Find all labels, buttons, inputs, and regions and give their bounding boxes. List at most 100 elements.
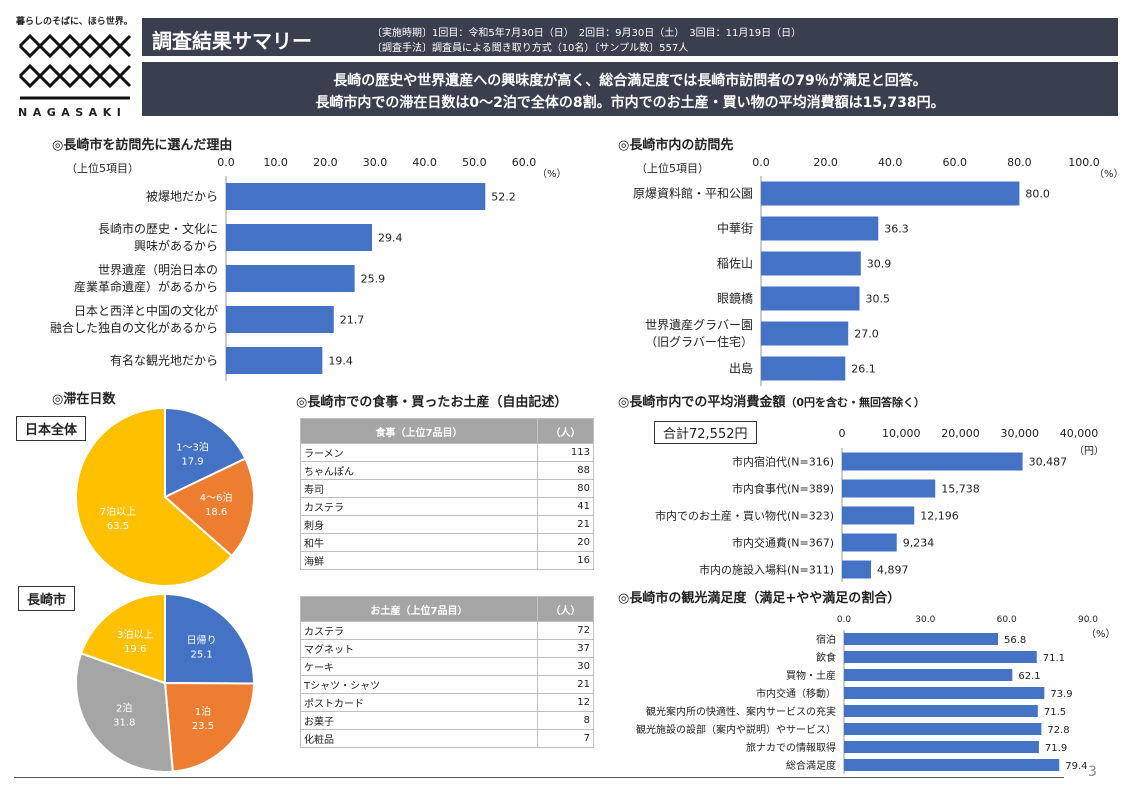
visits-bar: [761, 181, 1020, 206]
souvenir-count: 8: [537, 711, 594, 730]
souvenir-row: Tシャツ・シャツ 21: [300, 675, 594, 694]
stay-nagasaki-slice: [163, 681, 256, 773]
satisfaction-bar: [844, 687, 1045, 699]
visits-value-label: 80.0: [1025, 188, 1050, 201]
stay-nagasaki-slice-value: 19.6: [124, 644, 146, 655]
reasons-bar: [226, 265, 355, 292]
souvenir-row: お菓子 8: [300, 711, 594, 730]
satisfaction-bar: [844, 759, 1060, 771]
spend-tick-label: 30,000: [1001, 427, 1040, 440]
food-item: 刺身: [300, 515, 538, 534]
food-count: 113: [537, 443, 594, 462]
reasons-tick-label: 20.0: [313, 156, 338, 169]
souvenir-row: マグネット 37: [300, 639, 594, 658]
souvenir-row: ケーキ 30: [300, 657, 594, 676]
reasons-tick-label: 10.0: [263, 156, 288, 169]
souvenir-table-header: お土産（上位7品目）: [300, 596, 538, 622]
food-item: ちゃんぽん: [300, 461, 538, 480]
satisfaction-value-label: 56.8: [1004, 635, 1026, 646]
reasons-title: ◎長崎市を訪問先に選んだ理由: [52, 138, 233, 153]
food-count: 21: [537, 515, 594, 534]
stay-nagasaki-slice-name: 1泊: [195, 706, 211, 718]
footer-divider: [14, 777, 1064, 778]
satisfaction-bar: [844, 723, 1042, 735]
spend-bar: [842, 479, 936, 498]
food-table: 食事（上位7品目） （人） ラーメン 113 ちゃんぽん 88 寿司 80 カステラ 41 刺身…: [300, 418, 594, 570]
spend-tick-label: 0: [839, 427, 846, 440]
spend-value-label: 15,738: [941, 483, 980, 496]
visits-tick-label: 100.0: [1068, 156, 1100, 169]
souvenir-item: カステラ: [300, 621, 538, 640]
souvenir-count: 30: [537, 657, 594, 676]
souvenir-table: お土産（上位7品目） （人） カステラ 72 マグネット 37 ケーキ 30 Tシャツ・シャ…: [300, 596, 594, 748]
visits-category-label: 中華街: [717, 221, 753, 236]
satisfaction-category-label: 観光案内所の快適性、案内サービスの充実: [646, 705, 836, 718]
visits-category-label: 原爆資料館・平和公園: [633, 186, 753, 201]
stay-nagasaki-slice: [75, 652, 174, 773]
page-number: 3: [1088, 764, 1097, 780]
stay-nagasaki-slice: [79, 592, 166, 685]
reasons-category-label: 被爆地だから: [146, 190, 218, 204]
visits-category-label: （旧グラバー住宅）: [645, 334, 753, 349]
reasons-tick-label: 30.0: [363, 156, 388, 169]
stay-nagasaki-slice-value: 25.1: [190, 650, 212, 661]
stay-japan-slice-name: 1～3泊: [176, 441, 209, 453]
visits-tick-label: 40.0: [878, 156, 903, 169]
spend-bar: [842, 533, 897, 552]
satisfaction-bar-chart: 0.0 30.0 60.0 90.0 56.8 宿泊 71.1 飲食 62.1 買物・土産 73.9…: [636, 615, 1098, 774]
summary-line-1: 長崎の歴史や世界遺産への興味度が高く、総合満足度では長崎市訪問者の79％が満足と…: [333, 73, 927, 89]
reasons-value-label: 21.7: [340, 314, 365, 327]
souvenir-row: カステラ 72: [300, 621, 594, 640]
summary-bar: [142, 62, 1118, 116]
spend-value-label: 4,897: [877, 564, 909, 577]
reasons-value-label: 25.9: [361, 273, 386, 286]
reasons-category-label: 興味があるから: [134, 238, 218, 253]
souvenir-count: 37: [537, 639, 594, 658]
stay-japan-slice: [164, 406, 247, 499]
reasons-value-label: 29.4: [378, 232, 403, 245]
satisfaction-value-label: 72.8: [1047, 725, 1069, 736]
visits-tick-label: 80.0: [1007, 156, 1032, 169]
food-count: 16: [537, 551, 594, 570]
reasons-tick-label: 50.0: [462, 156, 487, 169]
spend-title-note: （0円を含む・無回答除く）: [785, 396, 925, 409]
satisfaction-tick-label: 60.0: [997, 615, 1017, 625]
visits-category-label: 稲佐山: [717, 257, 753, 271]
stay-japan-slice: [163, 457, 255, 558]
satisfaction-category-label: 総合満足度: [786, 759, 836, 772]
souvenir-item: ケーキ: [300, 657, 538, 676]
spend-bar-chart: 0 10,000 20,000 30,000 40,000 30,487 市内宿泊代(N=3…: [655, 427, 1098, 582]
visits-unit: （%）: [1094, 169, 1123, 180]
satisfaction-category-label: 市内交通（移動）: [756, 687, 836, 700]
food-row: 海鮮 16: [300, 551, 594, 570]
satisfaction-value-label: 71.1: [1043, 653, 1065, 664]
stay-japan-slice-name: 7泊以上: [100, 506, 136, 518]
reasons-note: （上位5項目）: [66, 162, 139, 175]
spend-bar: [842, 452, 1023, 471]
visits-value-label: 36.3: [884, 223, 909, 236]
reasons-bar: [226, 183, 486, 210]
spend-title: ◎長崎市内での平均消費金額（0円を含む・無回答除く）: [618, 391, 925, 410]
food-count: 41: [537, 497, 594, 516]
food-row: 刺身 21: [300, 515, 594, 534]
stay-japan-slice-value: 18.6: [205, 507, 227, 518]
souvenir-row: ポストカード 12: [300, 693, 594, 712]
reasons-bar-chart: 0.0 10.0 20.0 30.0 40.0 50.0 60.0 52.2 被爆地だから 29.…: [50, 156, 536, 381]
satisfaction-bar: [844, 705, 1038, 717]
stay-nagasaki-slice-value: 31.8: [113, 718, 135, 729]
reasons-bar: [226, 306, 334, 333]
souvenir-count: 12: [537, 693, 594, 712]
logo-tagline: 暮らしのそばに、ほら世界。: [16, 17, 133, 27]
visits-value-label: 30.9: [867, 258, 892, 271]
souvenir-item: 化粧品: [300, 729, 538, 748]
satisfaction-bar: [844, 741, 1039, 753]
stay-nagasaki-slice: [164, 592, 255, 685]
food-item: カステラ: [300, 497, 538, 516]
satisfaction-category-label: 旅ナカでの情報取得: [746, 741, 836, 754]
spend-category-label: 市内の施設入場料(N=311): [699, 563, 834, 577]
visits-bar: [761, 286, 860, 311]
food-item: ラーメン: [300, 443, 538, 462]
stay-nagasaki-slice-name: 3泊以上: [117, 629, 153, 641]
souvenir-count: 72: [537, 621, 594, 640]
visits-tick-label: 20.0: [813, 156, 838, 169]
